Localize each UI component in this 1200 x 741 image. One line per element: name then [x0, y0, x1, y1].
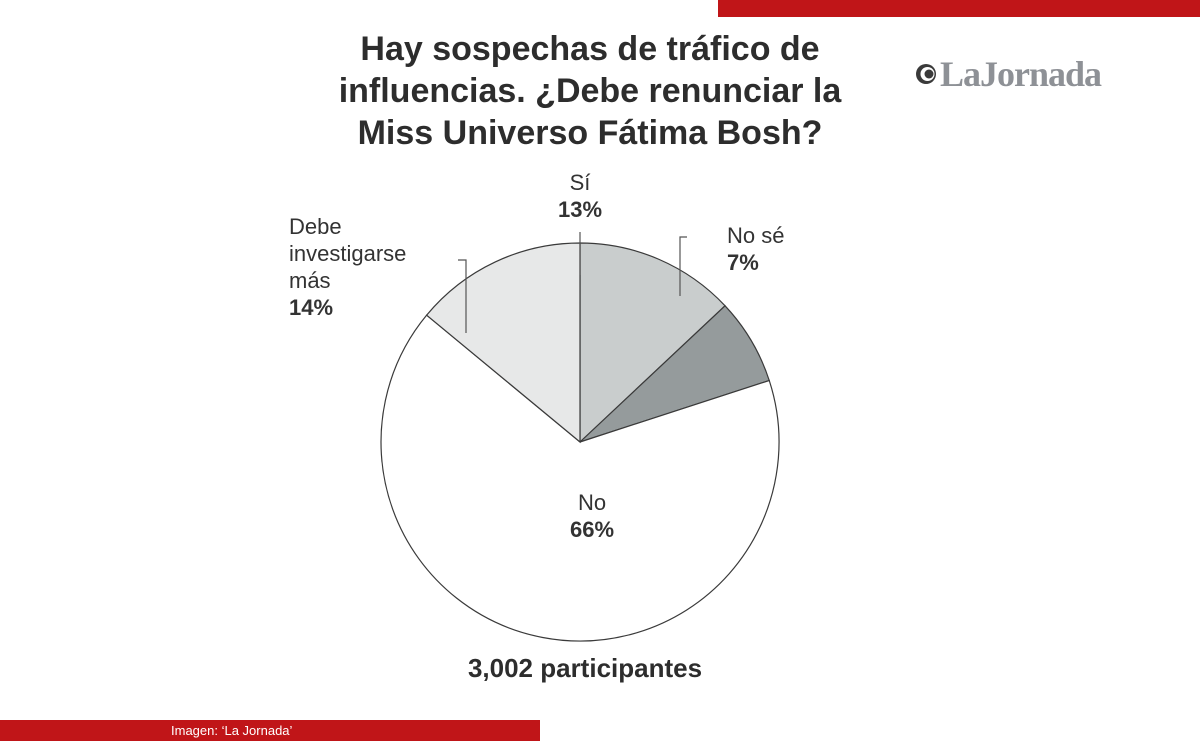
slice-label-text: No: [578, 490, 606, 515]
chart-title: Hay sospechas de tráfico de influencias.…: [338, 30, 842, 152]
sun-icon: [916, 64, 936, 84]
pie-slice-3: [425, 242, 581, 444]
participants-count: 3,002 participantes: [467, 653, 703, 683]
slice-value: 66%: [570, 517, 614, 542]
slice-label-1: No sé 7%: [727, 223, 784, 275]
la-jornada-logo: LaJornada: [914, 52, 1102, 96]
slice-label-text: Debe: [289, 214, 342, 239]
slice-label-text: Sí: [570, 170, 591, 195]
leader-line-3: [458, 259, 467, 333]
slice-label-0: Sí 13%: [558, 170, 602, 222]
slice-label-text: más: [289, 268, 331, 293]
top-accent-bar: [718, 0, 1200, 17]
leader-line-1: [679, 236, 687, 296]
slice-label-text: No sé: [727, 223, 784, 248]
pie-slice-2: [380, 314, 780, 642]
slice-label-3: Debe investigarse más 14%: [289, 214, 406, 320]
logo-text: LaJornada: [940, 54, 1102, 94]
image-credit: Imagen: ‘La Jornada’: [171, 723, 293, 738]
slice-value: 7%: [727, 250, 759, 275]
bottom-accent-bar: [0, 720, 540, 741]
slice-value: 14%: [289, 295, 333, 320]
slice-value: 13%: [558, 197, 602, 222]
pie-slice-0: [579, 242, 726, 444]
slice-label-2: No 66%: [570, 490, 614, 542]
slice-label-text: investigarse: [289, 241, 406, 266]
